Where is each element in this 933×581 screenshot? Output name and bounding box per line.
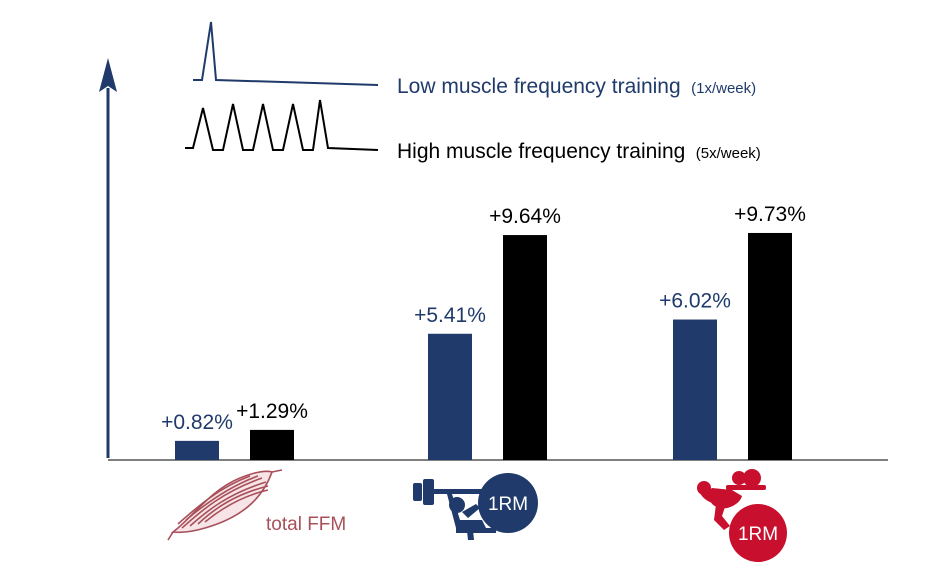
value-label-low-0: +0.82% bbox=[161, 411, 233, 434]
category-bench: 1RM bbox=[413, 473, 538, 540]
bars: +0.82% +5.41% +6.02% +1.29% +9.64% +9.73% bbox=[161, 203, 806, 460]
legend: Low muscle frequency training (1x/week) … bbox=[185, 21, 761, 163]
muscle-fiber-icon bbox=[167, 469, 283, 541]
category-label-bench: 1RM bbox=[488, 494, 528, 515]
legend-label-high: High muscle frequency training (5x/week) bbox=[397, 140, 761, 163]
squat-icon bbox=[697, 469, 766, 530]
low-frequency-spike-icon bbox=[193, 21, 379, 86]
legend-label-low: Low muscle frequency training (1x/week) bbox=[397, 75, 756, 98]
bar-low-0 bbox=[175, 440, 219, 460]
category-label-ffm: total FFM bbox=[266, 514, 346, 535]
category-label-squat: 1RM bbox=[738, 524, 778, 545]
bar-high-1 bbox=[503, 235, 547, 460]
high-frequency-spikes-icon bbox=[185, 99, 379, 151]
category-squat: 1RM bbox=[697, 469, 787, 562]
bar-high-0 bbox=[250, 429, 294, 460]
legend-item-low: Low muscle frequency training (1x/week) bbox=[193, 21, 756, 98]
legend-item-high: High muscle frequency training (5x/week) bbox=[185, 99, 761, 163]
squat-1rm-badge bbox=[729, 504, 787, 562]
bar-low-1 bbox=[428, 333, 472, 460]
bench-press-icon bbox=[413, 479, 496, 540]
value-label-low-1: +5.41% bbox=[414, 304, 486, 327]
category-ffm: total FFM bbox=[167, 469, 346, 541]
bench-1rm-badge bbox=[478, 473, 538, 533]
value-label-low-2: +6.02% bbox=[659, 290, 731, 313]
y-axis bbox=[99, 58, 117, 458]
value-label-high-2: +9.73% bbox=[734, 203, 806, 226]
value-label-high-1: +9.64% bbox=[489, 205, 561, 228]
value-label-high-0: +1.29% bbox=[236, 400, 308, 423]
bar-high-2 bbox=[748, 232, 792, 460]
bar-low-2 bbox=[673, 319, 717, 460]
